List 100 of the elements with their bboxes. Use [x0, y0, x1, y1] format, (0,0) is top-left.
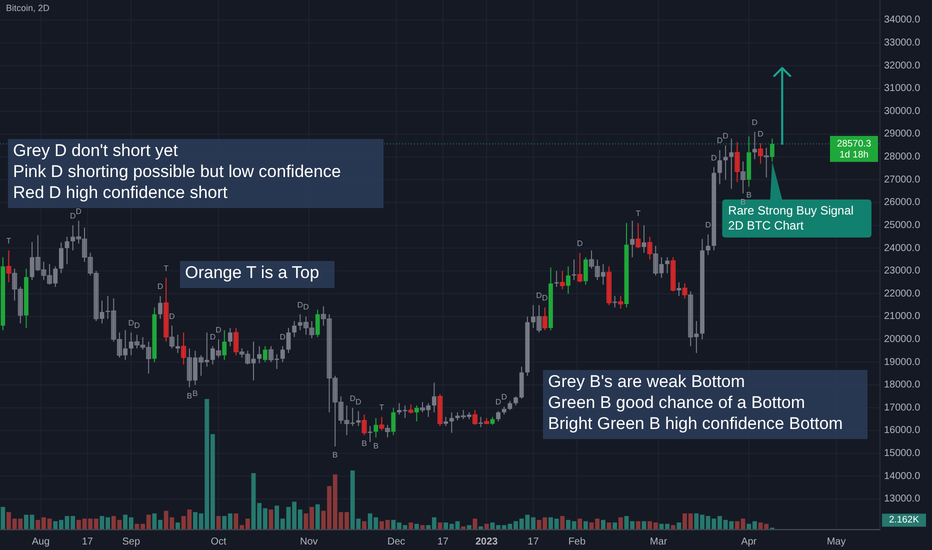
annotation: D: [169, 312, 176, 321]
annotation: B: [373, 442, 379, 451]
bar: [612, 522, 618, 529]
bar: [560, 516, 565, 529]
y-tick-label: 26000.0: [884, 197, 921, 208]
annotation: D: [716, 136, 723, 146]
candlestick: [682, 282, 688, 299]
bar: [268, 510, 274, 529]
candlestick: [566, 266, 570, 294]
annotation: D: [297, 300, 304, 310]
annotation: B: [362, 439, 367, 448]
candlestick: [286, 327, 291, 354]
y-tick-label: 21000.0: [884, 311, 921, 322]
y-tick-label: 27000.0: [884, 174, 921, 186]
candlestick: [758, 142, 764, 164]
bar: [315, 504, 320, 529]
bar: [420, 525, 425, 529]
bar: [642, 521, 646, 529]
candlestick: [6, 250, 12, 283]
annotation: B: [192, 389, 198, 398]
bar: [484, 524, 489, 529]
chart-title: Bitcoin, 2D: [6, 3, 50, 13]
annotation: D: [356, 397, 362, 406]
candlestick: [292, 320, 297, 338]
x-tick-label: Oct: [210, 536, 227, 548]
candlestick: [228, 327, 232, 347]
annotation: B: [332, 450, 338, 460]
candlestick: [379, 416, 384, 432]
annotation: D: [134, 320, 140, 330]
y-tick-label: 33000.0: [884, 38, 921, 49]
text: 2.162K: [888, 514, 920, 526]
y-tick-label: 29000.0: [884, 128, 921, 140]
y-tick-label: 32000.0: [884, 60, 921, 72]
candlestick: [496, 410, 500, 422]
annotation: D: [758, 129, 764, 138]
y-tick-label: 15000.0: [884, 448, 921, 460]
bar: [618, 517, 623, 529]
bar: [466, 525, 472, 529]
annotation: T: [164, 264, 169, 273]
candlestick: [630, 220, 635, 258]
y-tick-label: 14000.0: [884, 470, 921, 482]
candlestick: [449, 412, 454, 434]
candlestick: [764, 147, 769, 178]
annotation: D: [705, 220, 712, 230]
y-tick-label: 16000.0: [884, 425, 921, 436]
annotation: D: [128, 318, 134, 328]
annotation: T: [636, 209, 641, 218]
annotation: D: [280, 332, 286, 342]
annotation: D: [711, 153, 718, 162]
y-tick-label: 30000.0: [884, 106, 921, 117]
candlestick: [432, 382, 436, 413]
bar: [578, 518, 582, 529]
x-tick-label: 17: [437, 536, 449, 548]
annotation: D: [542, 294, 548, 303]
x-tick-label: May: [826, 536, 846, 548]
bar: [478, 526, 483, 529]
candlestick: [514, 396, 518, 406]
candlestick: [554, 270, 559, 288]
y-tick-label: 28000.0: [884, 152, 921, 163]
candlestick: [234, 327, 239, 356]
candlestick: [385, 424, 390, 438]
annotation: D: [76, 206, 82, 216]
candlestick: [356, 410, 361, 427]
candlestick: [508, 400, 512, 411]
bar: [408, 522, 414, 529]
annotation: D: [157, 282, 164, 292]
annotation: Orange T is a Top: [185, 263, 320, 282]
candlestick: [734, 142, 740, 182]
candlestick: [560, 270, 565, 290]
bar: [606, 522, 612, 529]
candlestick: [408, 404, 414, 414]
annotation: B: [186, 391, 192, 400]
candlestick: [642, 224, 646, 254]
candlestick: [577, 252, 582, 283]
y-tick-label: 24000.0: [884, 242, 921, 254]
annotation: D: [210, 332, 216, 342]
x-tick-label: Mar: [650, 536, 668, 548]
y-tick-label: 19000.0: [884, 356, 921, 368]
candlestick: [257, 346, 262, 364]
candlestick: [368, 426, 372, 442]
annotation: D: [70, 211, 76, 220]
candlestick: [181, 332, 186, 365]
bar: [676, 522, 682, 529]
bar: [438, 522, 442, 529]
annotation: D: [216, 325, 222, 334]
annotation: Grey D don't short yet Pink D shorting possible but low confidence Red D high confidence short: [13, 141, 341, 202]
candlestick: [723, 145, 728, 180]
candlestick: [718, 150, 722, 185]
bar: [600, 520, 606, 529]
y-tick-label: 23000.0: [884, 266, 921, 277]
candlestick: [542, 306, 548, 331]
candlestick: [315, 309, 320, 338]
annotation: D: [350, 394, 356, 403]
candlestick: [583, 256, 588, 286]
candlestick: [706, 234, 710, 256]
x-tick-label: Aug: [32, 536, 50, 548]
x-tick-label: Nov: [300, 536, 318, 548]
candlestick: [618, 296, 624, 310]
bar: [670, 525, 676, 529]
y-tick-label: 18000.0: [884, 380, 921, 391]
